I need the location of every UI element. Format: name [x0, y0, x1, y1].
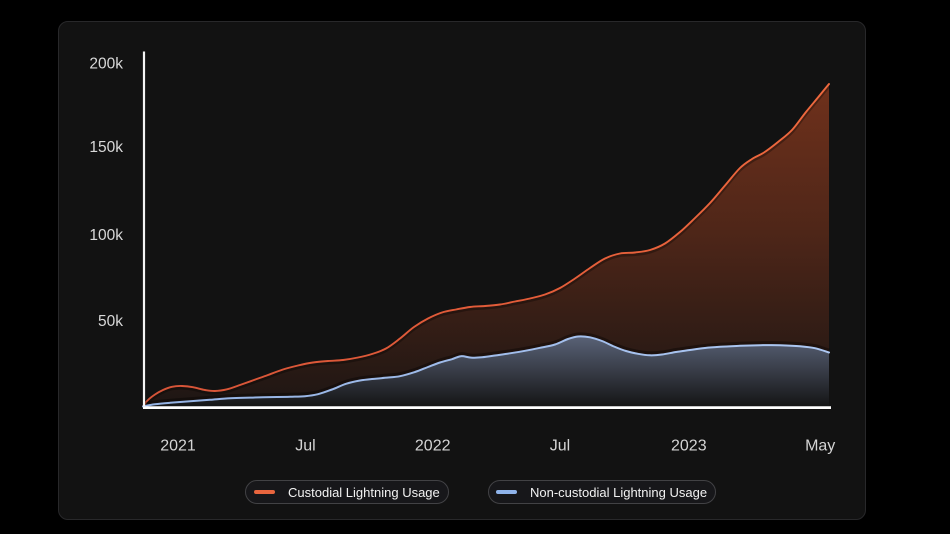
svg-text:50k: 50k: [98, 313, 123, 330]
svg-text:May: May: [805, 437, 835, 454]
svg-text:2021: 2021: [160, 437, 196, 454]
svg-text:Jul: Jul: [295, 437, 315, 454]
svg-text:Jul: Jul: [550, 437, 570, 454]
svg-text:2023: 2023: [671, 437, 707, 454]
svg-text:100k: 100k: [89, 227, 123, 244]
svg-text:2022: 2022: [415, 437, 451, 454]
svg-text:150k: 150k: [89, 139, 123, 156]
svg-text:200k: 200k: [89, 56, 123, 73]
